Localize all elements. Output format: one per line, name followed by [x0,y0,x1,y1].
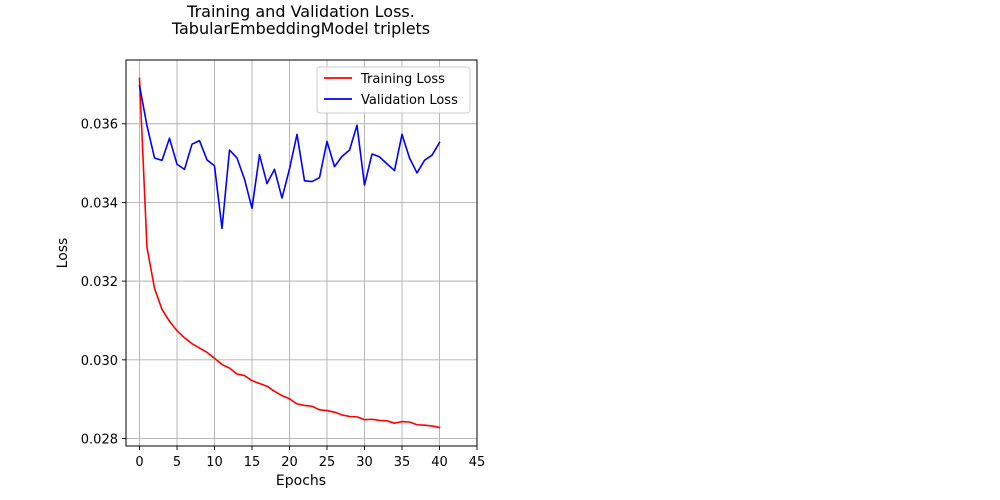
series-line-training-loss [138,77,441,429]
x-tick-label: 10 [206,455,223,470]
x-tick-label: 25 [319,455,336,470]
x-tick-label: 5 [173,455,181,470]
y-tick-label: 0.032 [81,275,118,290]
legend-label-training-loss: Training Loss [360,72,445,87]
y-tick-label: 0.030 [81,354,118,369]
chart-title-line-1: Training and Validation Loss. [186,2,415,21]
x-tick-label: 35 [394,455,411,470]
legend-label-validation-loss: Validation Loss [361,93,458,108]
y-tick-label: 0.028 [81,433,118,448]
x-tick-label: 30 [356,455,373,470]
chart-title-line-2: TabularEmbeddingModel triplets [171,19,430,38]
x-tick-label: 40 [431,455,448,470]
y-axis-ticks: 0.028 0.030 0.032 0.034 0.036 [81,118,126,448]
x-tick-label: 15 [244,455,261,470]
series-line-validation-loss [138,84,441,230]
legend-box [316,66,471,114]
x-tick-label: 45 [469,455,486,470]
grid-lines [126,60,478,446]
x-tick-label: 0 [135,455,143,470]
x-axis-label: Epochs [276,473,326,489]
y-tick-label: 0.034 [81,196,118,211]
chart-title: Training and Validation Loss. TabularEmb… [171,2,430,38]
y-axis-label: Loss [55,238,71,269]
x-tick-label: 20 [281,455,298,470]
y-tick-label: 0.036 [81,118,118,133]
x-axis-ticks: 0 5 10 15 20 25 30 35 40 45 [135,446,485,470]
plot-frame [125,59,478,447]
series-lines [138,77,441,429]
legend: Training Loss Validation Loss [316,66,471,114]
